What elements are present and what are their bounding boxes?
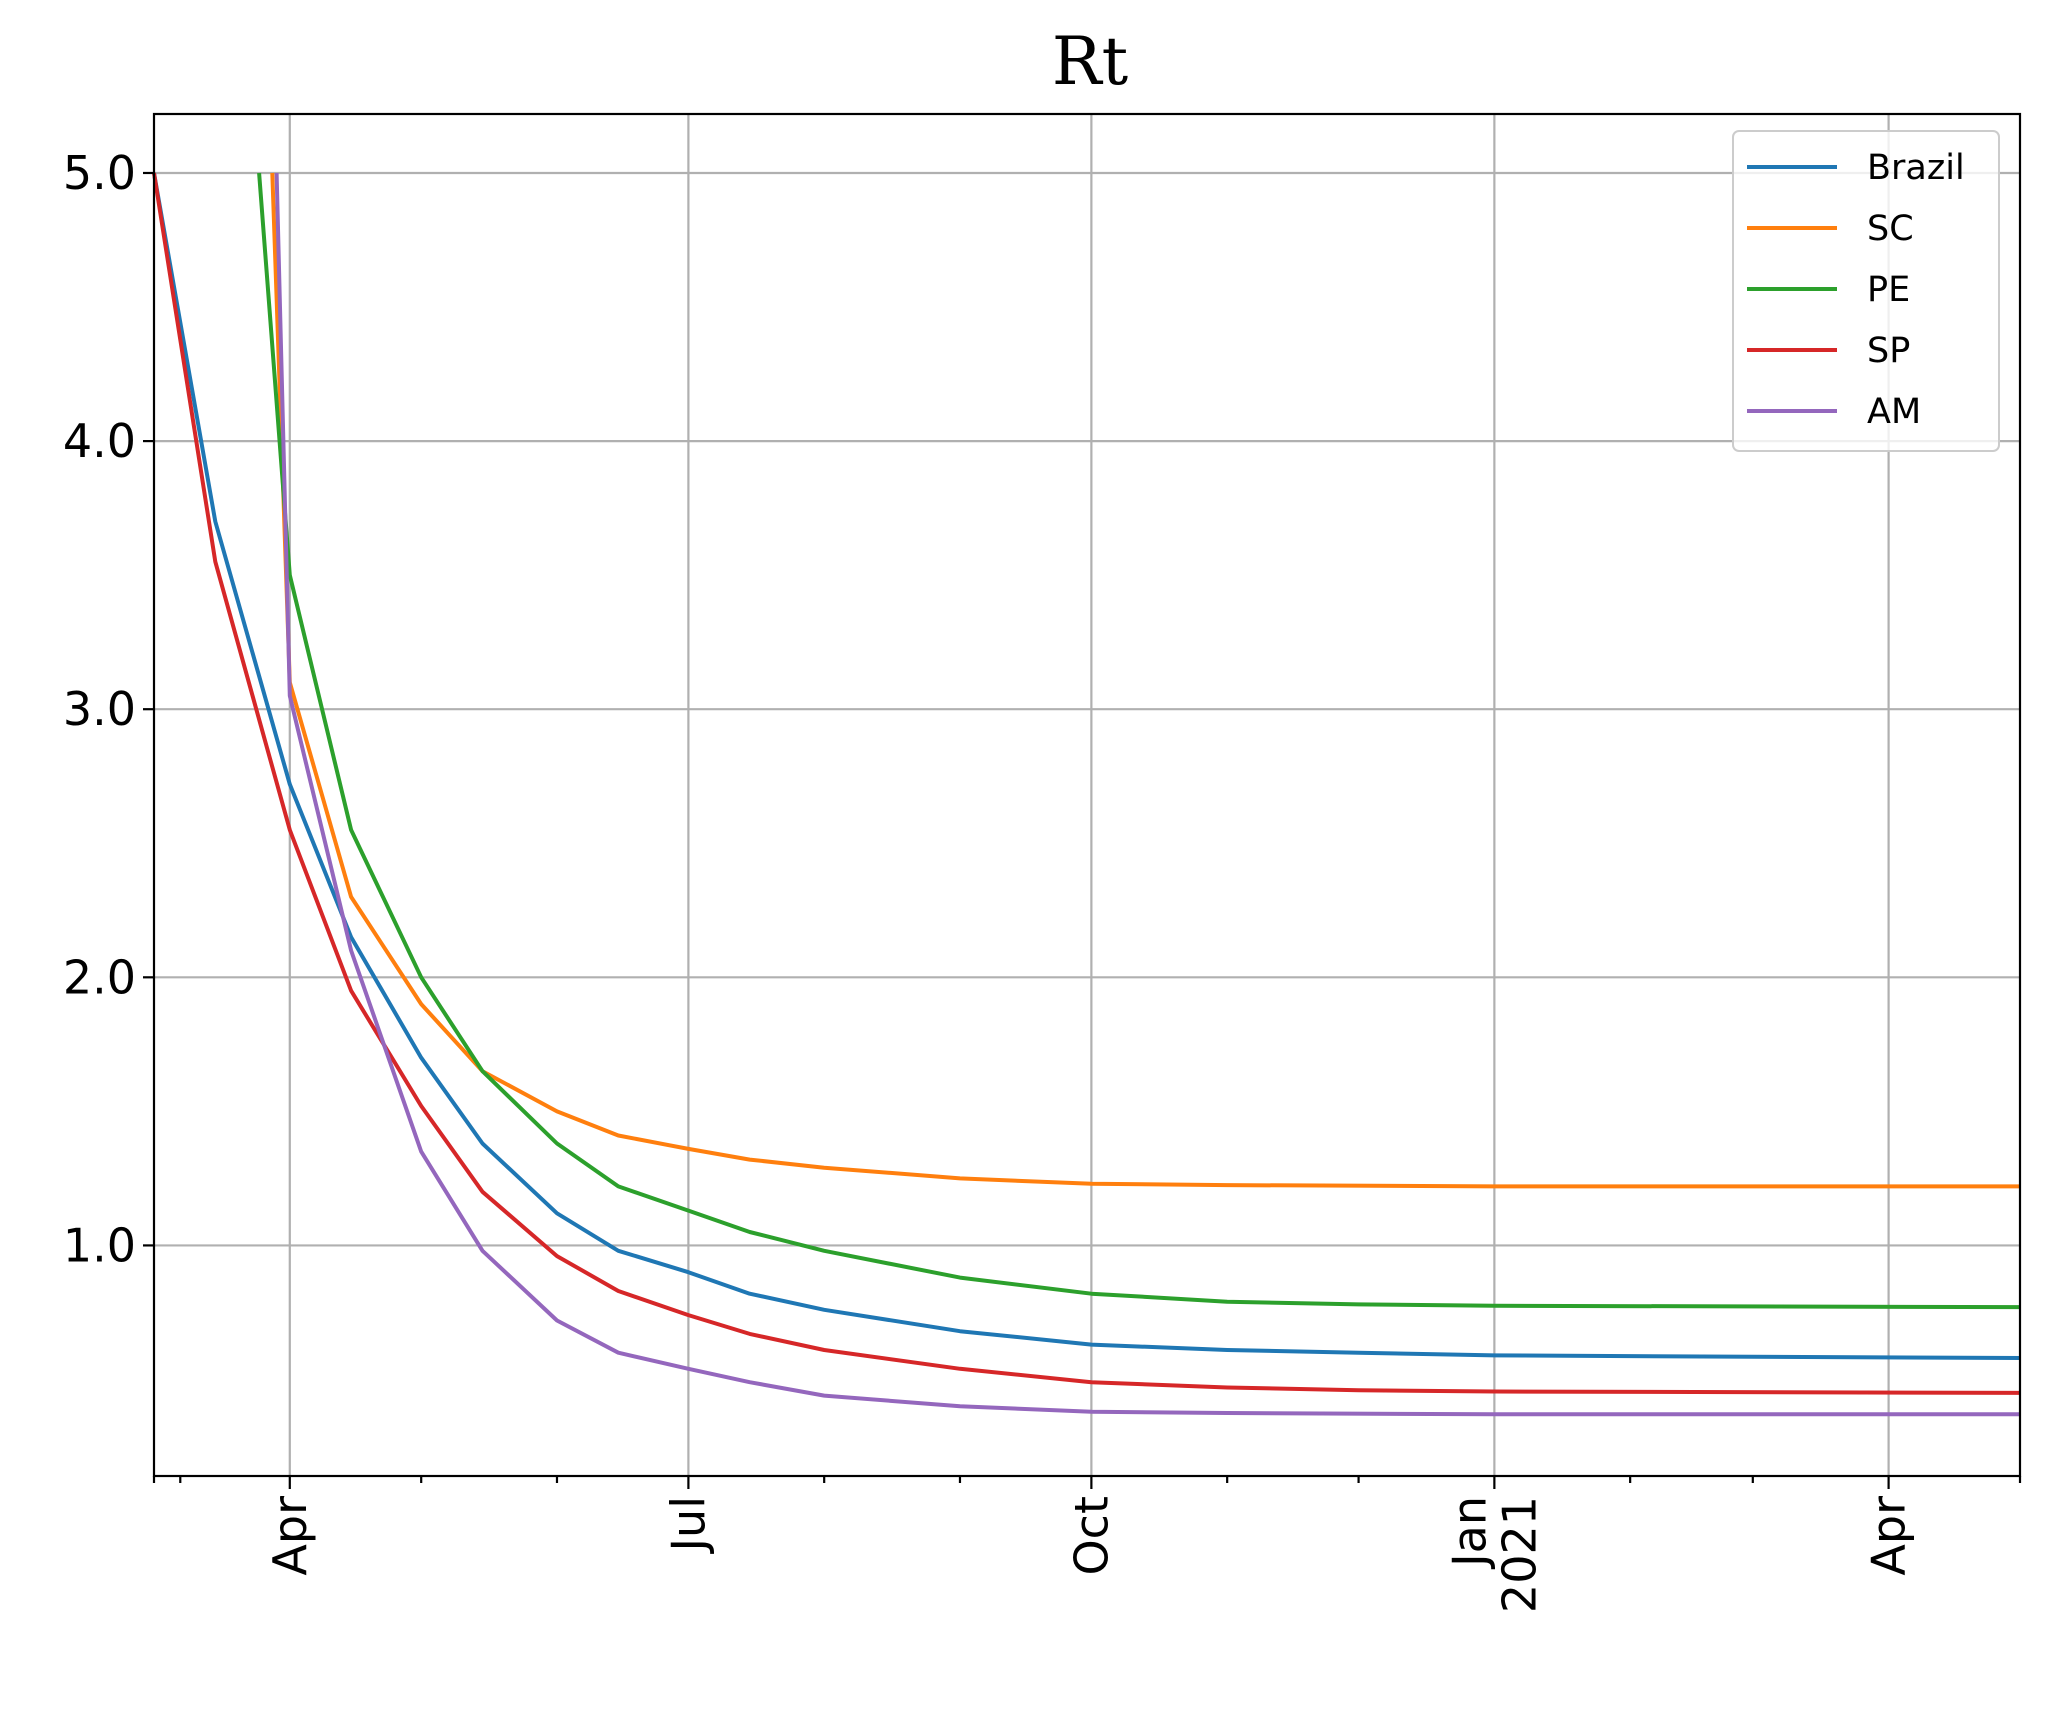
plot-frame: [152, 112, 2022, 1478]
y-tick-label: 4.0: [63, 414, 136, 468]
series-line-pe: [257, 172, 2021, 1310]
legend-label-brazil: Brazil: [1867, 148, 1965, 188]
x-tick-label: Jul: [661, 1496, 715, 1555]
y-tick-label: 1.0: [63, 1218, 136, 1272]
chart-title: Rt: [1052, 23, 1128, 100]
x-tick-label: Jan: [1442, 1496, 1496, 1570]
x-tick-label: Apr: [1862, 1496, 1916, 1576]
series-lines: [152, 172, 2021, 1417]
x-tick-label-group: Apr: [263, 1496, 317, 1576]
x-tick-label: Oct: [1064, 1496, 1118, 1576]
series-line-sc: [270, 172, 2020, 1189]
x-tick-label: 2021: [1492, 1496, 1546, 1613]
x-tick-label-group: Oct: [1064, 1496, 1118, 1576]
legend-label-sp: SP: [1867, 331, 1910, 371]
y-axis: 1.0 2.0 3.0 4.0 5.0: [63, 146, 154, 1272]
x-tick-label: Apr: [263, 1496, 317, 1576]
y-tick-label: 5.0: [63, 146, 136, 200]
legend-label-sc: SC: [1867, 209, 1914, 249]
x-tick-label-group: Jul: [661, 1496, 715, 1555]
series-line-sp: [152, 172, 2021, 1395]
legend: Brazil SC PE SP AM: [1732, 130, 2000, 452]
legend-label-am: AM: [1867, 392, 1921, 432]
x-tick-label-group: Apr: [1862, 1496, 1916, 1576]
grid: [154, 114, 2020, 1476]
legend-label-pe: PE: [1867, 270, 1910, 310]
series-line-am: [274, 172, 2020, 1417]
y-tick-label: 3.0: [63, 682, 136, 736]
legend-box: [1732, 130, 2000, 452]
y-tick-label: 2.0: [63, 950, 136, 1004]
